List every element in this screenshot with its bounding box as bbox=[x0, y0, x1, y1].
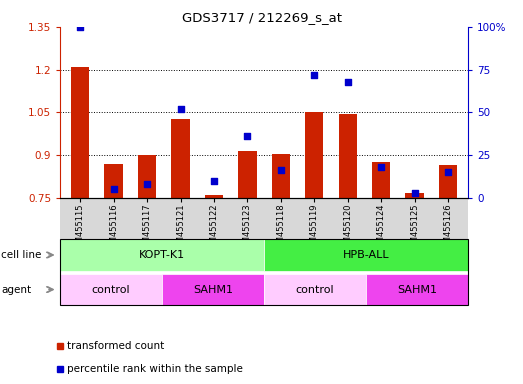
Bar bbox=[172, 119, 190, 198]
Bar bbox=[405, 194, 424, 198]
Bar bbox=[105, 164, 123, 198]
Point bbox=[210, 177, 218, 184]
Point bbox=[243, 133, 252, 139]
Bar bbox=[305, 113, 323, 198]
Point bbox=[176, 106, 185, 112]
Text: HPB-ALL: HPB-ALL bbox=[343, 250, 390, 260]
Bar bbox=[338, 114, 357, 198]
Point bbox=[277, 167, 285, 174]
Bar bbox=[238, 151, 257, 198]
Text: transformed count: transformed count bbox=[67, 341, 164, 351]
Point bbox=[377, 164, 385, 170]
Bar bbox=[439, 165, 457, 198]
Text: control: control bbox=[92, 285, 130, 295]
Point bbox=[411, 190, 419, 196]
Text: cell line: cell line bbox=[1, 250, 41, 260]
Bar bbox=[71, 67, 89, 198]
Text: SAHM1: SAHM1 bbox=[193, 285, 233, 295]
Text: agent: agent bbox=[1, 285, 31, 295]
Point bbox=[143, 181, 151, 187]
Point bbox=[344, 78, 352, 84]
Bar bbox=[271, 154, 290, 198]
Point bbox=[444, 169, 452, 175]
Point bbox=[76, 24, 84, 30]
Text: KOPT-K1: KOPT-K1 bbox=[139, 250, 185, 260]
Point bbox=[310, 72, 319, 78]
Text: control: control bbox=[296, 285, 334, 295]
Bar bbox=[205, 195, 223, 198]
Bar bbox=[138, 155, 156, 198]
Text: SAHM1: SAHM1 bbox=[397, 285, 437, 295]
Point bbox=[109, 186, 118, 192]
Bar bbox=[372, 162, 390, 198]
Text: GDS3717 / 212269_s_at: GDS3717 / 212269_s_at bbox=[181, 11, 342, 24]
Text: percentile rank within the sample: percentile rank within the sample bbox=[67, 364, 243, 374]
